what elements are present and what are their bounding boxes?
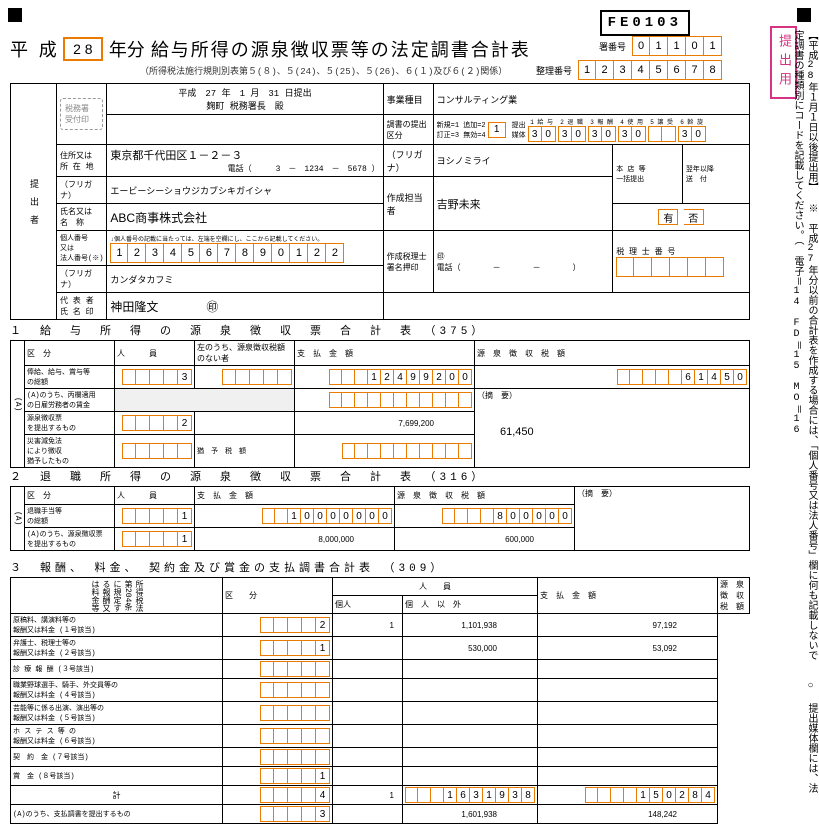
creator[interactable]: 吉野未来 <box>433 177 613 231</box>
company-furi[interactable]: エービーシーショウジカブシキガイシャ <box>107 177 383 204</box>
tax-acc-label: 税 理 士 番 号 <box>616 246 746 257</box>
company-label: 氏名又は 名 称 <box>57 204 107 231</box>
receipt-stamp: 税務署 受付印 <box>60 98 103 130</box>
honten-label: 本 店 等 一括提出 <box>613 145 683 204</box>
submit-to: 麹町 税務署長 殿 <box>206 102 283 112</box>
sec1-r2-amount[interactable]: 7,699,200 <box>295 412 475 435</box>
yes-box[interactable]: 有 <box>658 209 678 225</box>
creator-furi[interactable]: ヨシノミライ <box>433 145 613 177</box>
person-num-label: 個人番号 又は 法人番号(※) <box>57 231 107 266</box>
year-suffix: 年分 <box>109 36 145 62</box>
main-title: 給与所得の源泉徴収票等の法定調書合計表 <box>151 36 531 62</box>
seq-label: 整理番号 <box>536 64 572 77</box>
business-label: 事業種目 <box>383 84 433 115</box>
creator-label: 作成担当者 <box>383 177 433 231</box>
sec3-total-amount[interactable]: 1631938 <box>405 787 535 803</box>
office-no-label: 署番号 <box>599 40 626 53</box>
person-num[interactable]: 1234567890122 <box>110 243 379 263</box>
era-label: 平 成 <box>10 36 57 62</box>
sec3-total-tax[interactable]: 150284 <box>540 787 715 803</box>
sec2-r1-amount[interactable]: 10000000 <box>197 508 392 524</box>
furigana-label: （フリガナ） <box>57 177 107 204</box>
rep-furi[interactable]: カンダタカフミ <box>107 266 383 293</box>
submit-date: 平成 27 年 1 月 31 日提出 <box>178 89 311 99</box>
sec1-r1-people[interactable]: 3 <box>117 369 192 385</box>
sec3-side: 所得税法第204条に規定する報酬又は料金等 <box>11 578 223 614</box>
submission-box[interactable]: 1 <box>488 122 506 138</box>
tel2[interactable]: 電話（ － － ） <box>437 264 581 273</box>
sec1-r2-tax-plain: 61,450 <box>500 426 750 438</box>
submission-label: 調書の提出区分 <box>383 115 433 145</box>
media-row[interactable]: 1 給 与302 退 職303 報 酬304 使 用305 譲 受6 斡 旋30 <box>528 117 706 142</box>
side-notes: 【平成28年１月１日以後提出用】 ※ 平成27年分以前の合計表を作成する場合には… <box>789 30 817 800</box>
media-label: 提出 媒体 <box>512 120 526 140</box>
submission-note: 新規=1 追加=2 訂正=3 無効=4 <box>437 120 486 140</box>
sec2-r2-amount[interactable]: 8,000,000 <box>195 528 395 551</box>
sec2-title: ２ 退 職 所 得 の 源 泉 徴 収 票 合 計 表 （316） <box>10 466 750 486</box>
person-num-note: ↓個人番号の記載に当たっては、左端を空欄にし、ここから記載してください。 <box>110 234 379 243</box>
yokunen-label: 翌年以降 送 付 <box>682 145 749 204</box>
addr-label: 住所又は 所 在 地 <box>57 145 107 177</box>
accountant-label: 作成税理士 署名押印 <box>383 231 433 293</box>
address[interactable]: 東京都千代田区１－２－３ <box>110 147 379 163</box>
sec1-title: １ 給 与 所 得 の 源 泉 徴 収 票 合 計 表 （375） <box>10 320 750 340</box>
sec2-r2-tax[interactable]: 600,000 <box>395 528 575 551</box>
seq-no[interactable]: 12345678 <box>578 60 722 80</box>
company[interactable]: ABC商事株式会社 <box>107 204 383 231</box>
year-input[interactable]: 2 8 <box>63 37 103 61</box>
rep-name[interactable]: 神田隆文 ㊞ <box>107 293 383 320</box>
office-no[interactable]: 01101 <box>632 36 722 56</box>
tel[interactable]: 電話（ 3 － 1234 － 5678 ） <box>110 163 379 174</box>
rep-label: 代 表 者 氏 名 印 <box>57 293 107 320</box>
creator-furi-label: （フリガナ） <box>383 145 433 177</box>
business-value[interactable]: コンサルティング業 <box>433 84 749 115</box>
no-box[interactable]: 否 <box>684 209 704 225</box>
submitter-col: 提 出 者 <box>11 84 57 320</box>
form-code: FE0103 <box>600 10 690 36</box>
sec2-r1-tax[interactable]: 800000 <box>397 508 572 524</box>
tax-acc-num[interactable] <box>616 257 746 277</box>
sec1-r1-amount[interactable]: 12499200 <box>297 369 472 385</box>
sec3-title: ３ 報酬、 料金、 契約金及び賞金の支払調書合計表 （309） <box>10 557 750 577</box>
sec1-r1-tax[interactable]: 61450 <box>477 369 747 385</box>
